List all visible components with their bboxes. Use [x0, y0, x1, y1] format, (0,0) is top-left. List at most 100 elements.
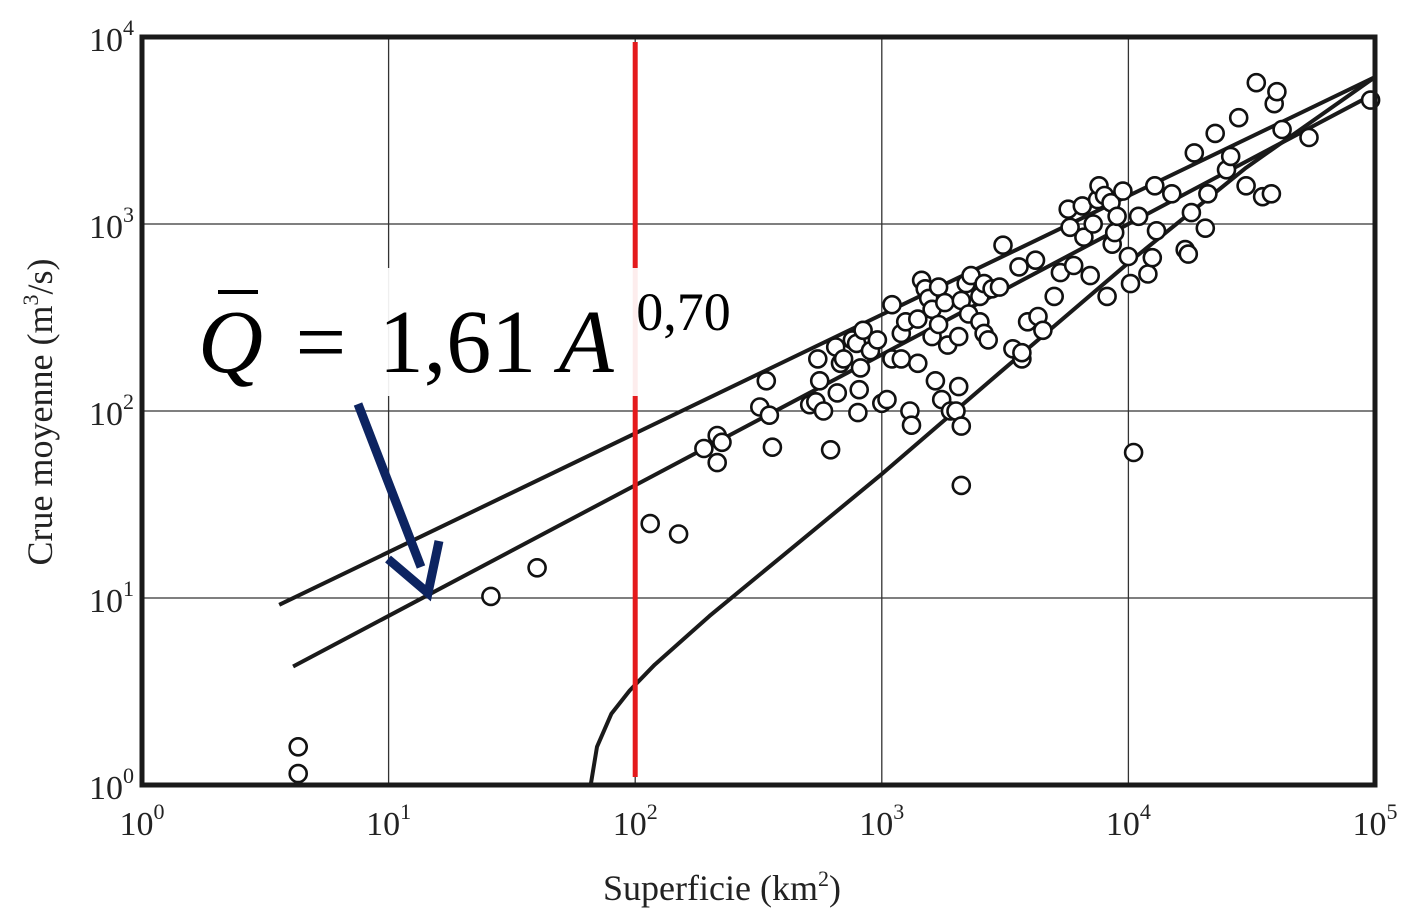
data-point [1198, 184, 1218, 204]
data-point [1012, 342, 1032, 363]
y-tick-label: 103 [89, 202, 134, 246]
data-point [1025, 250, 1046, 271]
data-point [867, 330, 888, 350]
data-point [712, 432, 732, 453]
data-point [1178, 244, 1199, 264]
data-point [907, 309, 928, 329]
data-point [1299, 127, 1319, 148]
y-tick-label: 101 [89, 576, 134, 620]
data-point [694, 438, 714, 459]
x-tick-label: 102 [613, 799, 658, 843]
data-point [1246, 72, 1267, 93]
arrow-head [385, 540, 444, 602]
data-point [759, 405, 780, 426]
plot-frame [139, 34, 1378, 788]
data-point [1113, 181, 1133, 201]
x-tick-label: 104 [1106, 799, 1151, 843]
data-point [1138, 264, 1158, 284]
data-point [1009, 257, 1029, 277]
data-point [1128, 206, 1149, 227]
data-point [762, 437, 783, 458]
data-point [288, 736, 309, 757]
data-point [1145, 176, 1165, 196]
data-point [948, 326, 969, 347]
data-point [1205, 123, 1225, 144]
y-tick-label: 104 [89, 15, 134, 59]
equation-q: Q [198, 293, 263, 392]
equation-exponent: 0,70 [636, 282, 731, 342]
data-point [640, 513, 661, 534]
data-point [1107, 206, 1127, 227]
data-point [1142, 247, 1163, 268]
data-point [527, 557, 547, 578]
data-point [1146, 221, 1167, 241]
data-point [934, 292, 955, 313]
data-point [1074, 227, 1094, 247]
x-tick-label: 101 [366, 799, 411, 843]
equation-text: Q = 1,61 A 0,70 [198, 282, 731, 392]
data-point [848, 402, 868, 423]
data-point [288, 763, 309, 784]
data-point [1261, 184, 1282, 204]
data-point [1181, 202, 1202, 223]
data-point [1097, 286, 1117, 307]
fit-curve-3 [588, 75, 1377, 786]
fit-curve-2 [292, 91, 1376, 669]
data-point [756, 370, 777, 391]
x-axis-title: Superficie (km2) [603, 866, 841, 908]
data-point [827, 383, 848, 403]
x-tick-label: 105 [1353, 799, 1398, 843]
x-tick-label: 103 [859, 799, 904, 843]
data-point [948, 376, 969, 397]
data-point [1195, 218, 1216, 238]
data-point [820, 439, 841, 460]
equation-equals: = [296, 293, 347, 392]
data-point [877, 389, 897, 410]
data-point [850, 358, 871, 378]
data-point [1184, 143, 1205, 163]
equation-background [196, 268, 696, 396]
data-point [989, 277, 1010, 297]
data-point [1228, 107, 1249, 128]
data-point [853, 320, 873, 341]
data-point [1120, 273, 1141, 294]
data-point [993, 235, 1013, 255]
data-point [891, 349, 912, 369]
data-point [1118, 246, 1139, 267]
fit-curves [278, 75, 1377, 786]
arrow-shaft [353, 402, 426, 569]
data-point [1060, 217, 1080, 238]
data-point [882, 294, 902, 315]
x-tick-labels: 100 101 102 103 104 105 [120, 799, 1398, 843]
data-point [707, 452, 728, 473]
data-point [1220, 146, 1241, 167]
data-point [833, 349, 854, 369]
data-point [813, 401, 834, 421]
fit-curve-1 [278, 75, 1376, 607]
equation-annotation: Q = 1,61 A 0,70 [196, 268, 731, 396]
data-point [1104, 222, 1125, 243]
data-point [809, 370, 830, 391]
data-point [849, 379, 870, 400]
equation-coefficient: 1,61 [379, 293, 537, 392]
data-point [1083, 214, 1103, 234]
data-point [1272, 119, 1292, 140]
data-point [1044, 286, 1064, 307]
data-point [928, 314, 949, 335]
data-point [978, 330, 999, 350]
data-points [288, 72, 1381, 784]
data-point [1080, 265, 1100, 286]
data-point [1236, 176, 1256, 196]
y-tick-label: 100 [89, 763, 134, 807]
data-point [481, 586, 501, 607]
x-tick-label: 100 [120, 799, 165, 843]
data-point [1162, 184, 1182, 204]
data-point [668, 524, 689, 544]
data-point [951, 416, 972, 436]
data-point [807, 349, 828, 369]
data-point [1063, 255, 1084, 276]
y-tick-label: 102 [89, 389, 134, 433]
data-point [1267, 81, 1287, 102]
data-point [951, 475, 972, 496]
